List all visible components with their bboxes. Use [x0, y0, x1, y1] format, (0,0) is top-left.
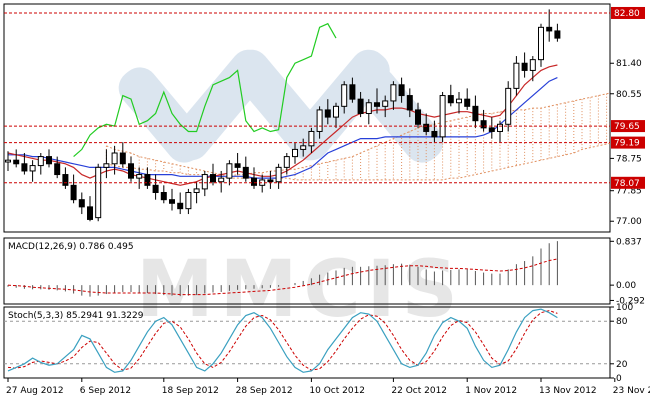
candle-body: [202, 175, 207, 189]
candle-body: [276, 167, 281, 181]
candle-body: [317, 110, 322, 132]
candle: [506, 81, 511, 131]
candle-body: [407, 96, 412, 110]
candle: [440, 92, 445, 142]
candle-body: [342, 85, 347, 107]
candle-body: [235, 164, 240, 168]
candle-body: [22, 164, 27, 171]
candle-body: [178, 203, 183, 208]
candle-body: [473, 106, 478, 120]
candle-body: [432, 131, 437, 136]
price-tick-label: 78.75: [616, 154, 642, 164]
candle-body: [120, 153, 125, 164]
time-tick-label: 23 Nov 2012: [613, 386, 650, 396]
candle-body: [112, 153, 117, 164]
candle-body: [186, 193, 191, 209]
candle-body: [375, 103, 380, 107]
candle-body: [457, 99, 462, 103]
candle-body: [55, 164, 60, 175]
candle-body: [153, 185, 158, 192]
macd-title: MACD(12,26,9) 0.786 0.495: [8, 242, 134, 252]
candle-body: [63, 175, 68, 186]
candle-body: [506, 88, 511, 124]
candle-body: [38, 157, 43, 166]
macd-tick-label: 0.00: [616, 281, 636, 291]
candle-body: [268, 180, 273, 182]
candle-body: [47, 157, 52, 164]
time-tick-label: 27 Aug 2012: [6, 386, 64, 396]
candle-body: [309, 131, 314, 145]
candle-body: [498, 124, 503, 131]
candle-body: [145, 175, 150, 186]
stoch-title: Stoch(5,3,3) 85.2941 91.3229: [8, 311, 144, 321]
candle-body: [170, 200, 175, 204]
time-tick-label: 13 Nov 2012: [539, 386, 597, 396]
candle-body: [137, 175, 142, 179]
candle-body: [440, 96, 445, 137]
time-tick-label: 18 Sep 2012: [162, 386, 219, 396]
candle-body: [301, 146, 306, 150]
candle-body: [194, 189, 199, 193]
macd-tick-label: 0.837: [616, 237, 642, 247]
candle-body: [481, 121, 486, 128]
price-tick-label: 81.40: [616, 59, 642, 69]
level-price-label: 79.65: [614, 122, 640, 132]
candle-body: [555, 31, 560, 38]
price-tick-label: 80.55: [616, 90, 642, 100]
candle-body: [424, 124, 429, 131]
candle-body: [284, 157, 289, 168]
stoch-tick-label: 80: [616, 317, 628, 327]
time-tick-label: 6 Sep 2012: [80, 386, 131, 396]
candle-body: [465, 99, 470, 106]
time-tick-label: 1 Nov 2012: [465, 386, 517, 396]
candle-body: [243, 167, 248, 178]
time-tick-label: 10 Oct 2012: [309, 386, 365, 396]
candle-body: [539, 27, 544, 59]
candle-body: [366, 103, 371, 114]
candle-body: [391, 85, 396, 101]
candle-body: [88, 207, 93, 220]
candle-body: [334, 106, 339, 117]
time-tick-label: 22 Oct 2012: [391, 386, 447, 396]
candle-body: [522, 63, 527, 70]
stoch-tick-label: 100: [616, 303, 633, 313]
candle-body: [358, 99, 363, 113]
candle-body: [514, 63, 519, 88]
stoch-tick-label: 20: [616, 360, 628, 370]
candle-body: [293, 149, 298, 156]
candle-body: [219, 178, 224, 182]
candle-body: [211, 175, 216, 182]
candle-body: [416, 110, 421, 124]
candle-body: [489, 128, 494, 132]
candle-body: [14, 160, 19, 164]
level-price-label: 82.80: [614, 9, 640, 19]
candle-body: [104, 164, 109, 168]
candle-body: [30, 166, 35, 171]
level-price-label: 78.07: [614, 179, 640, 189]
candle-body: [79, 200, 84, 207]
candle-body: [383, 101, 388, 106]
candle-body: [129, 164, 134, 178]
candle-body: [325, 110, 330, 117]
candle: [96, 164, 101, 221]
candle-body: [448, 96, 453, 103]
stoch-tick-label: 0: [616, 374, 622, 384]
candle-body: [96, 167, 101, 217]
candle-body: [252, 178, 257, 185]
candle-body: [6, 160, 11, 162]
candle-body: [399, 85, 404, 96]
candle-body: [227, 164, 232, 178]
candle-body: [161, 193, 166, 200]
time-tick-label: 28 Sep 2012: [236, 386, 293, 396]
candle-body: [71, 185, 76, 199]
candle-body: [547, 27, 552, 31]
candle-body: [350, 85, 355, 99]
price-tick-label: 77.00: [616, 217, 642, 227]
candle-body: [530, 60, 535, 71]
level-price-label: 79.19: [614, 139, 640, 149]
